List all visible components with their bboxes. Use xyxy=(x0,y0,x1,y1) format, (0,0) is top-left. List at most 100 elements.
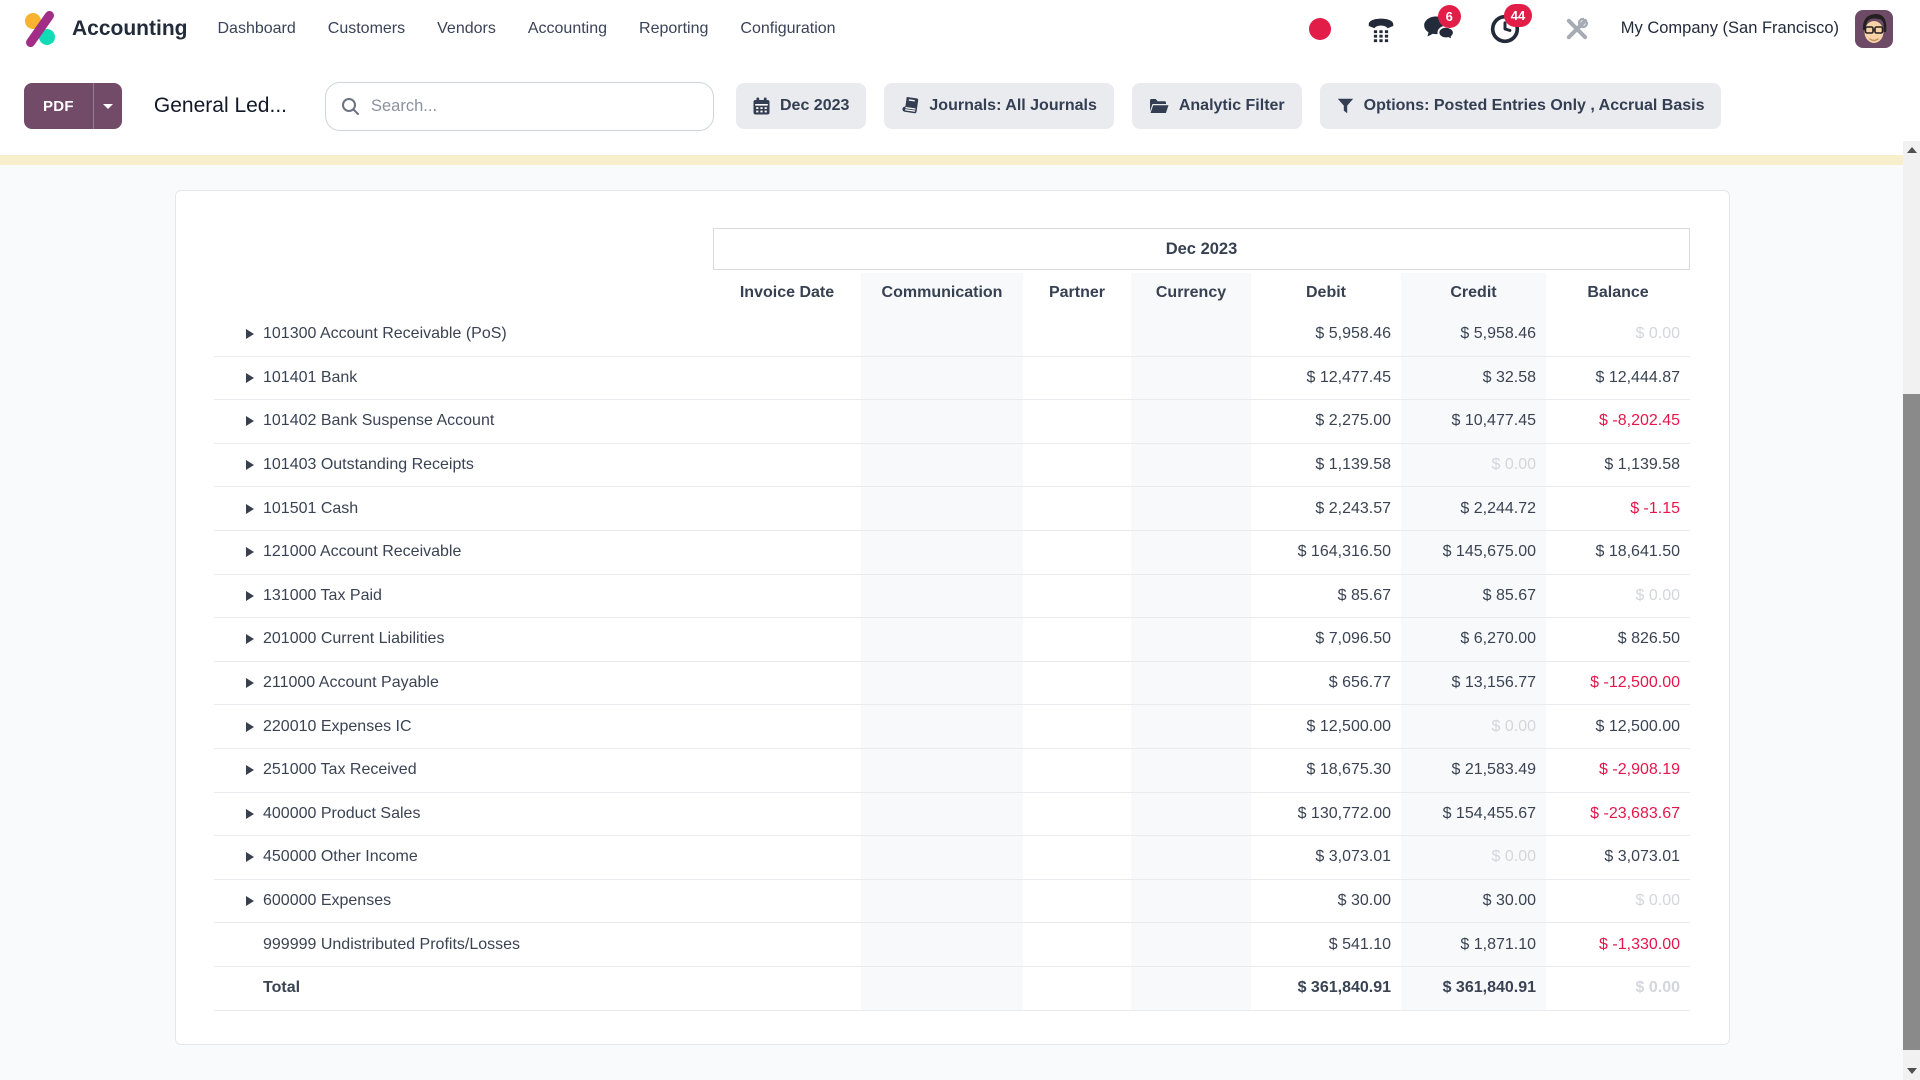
expand-caret-icon[interactable] xyxy=(246,809,254,819)
menu-item-vendors[interactable]: Vendors xyxy=(421,0,512,57)
analytic-filter-button[interactable]: Analytic Filter xyxy=(1132,83,1302,129)
table-row[interactable]: 600000 Expenses$ 30.00$ 30.00$ 0.00 xyxy=(214,880,1690,924)
account-name-cell[interactable]: 220010 Expenses IC xyxy=(214,705,713,748)
report-toolbar: PDF General Led... xyxy=(0,57,1920,155)
table-row[interactable]: 121000 Account Receivable $ 164,316.50 $ 1… xyxy=(214,531,1690,575)
expand-caret-icon[interactable] xyxy=(246,896,254,906)
vertical-scrollbar[interactable] xyxy=(1903,141,1920,1080)
scroll-up-arrow[interactable] xyxy=(1903,141,1920,158)
messages-button[interactable]: 6 xyxy=(1423,14,1455,44)
credit-cell: $ 0.00 xyxy=(1401,444,1546,487)
account-name-cell[interactable]: 101300 Account Receivable (PoS) xyxy=(214,313,713,356)
column-header-balance: Balance xyxy=(1546,273,1690,313)
filter-funnel-icon xyxy=(1337,98,1354,114)
credit-cell: $ 10,477.45 xyxy=(1401,400,1546,443)
export-pdf-split-button: PDF xyxy=(24,83,122,129)
expand-caret-icon[interactable] xyxy=(246,460,254,470)
debit-cell: $ 2,275.00 xyxy=(1251,400,1401,443)
table-row[interactable]: 101401 Bank$ 12,477.45$ 32.58$ 12,444.87 xyxy=(214,357,1690,401)
menu-item-customers[interactable]: Customers xyxy=(312,0,421,57)
account-name: 400000 Product Sales xyxy=(263,805,420,823)
expand-caret-icon[interactable] xyxy=(246,373,254,383)
communication-cell xyxy=(861,705,1023,748)
table-row[interactable]: 101402 Bank Suspense Account $ 2,275.00$ … xyxy=(214,400,1690,444)
user-avatar[interactable] xyxy=(1855,10,1893,48)
expand-caret-icon[interactable] xyxy=(246,722,254,732)
expand-caret-icon[interactable] xyxy=(246,329,254,339)
table-row[interactable]: 101300 Account Receivable (PoS)$ 5,958.4… xyxy=(214,313,1690,357)
account-name-cell[interactable]: 101401 Bank xyxy=(214,357,713,400)
main-menu: Dashboard Customers Vendors Accounting R… xyxy=(202,0,852,57)
options-filter-button[interactable]: Options: Posted Entries Only , Accrual B… xyxy=(1320,83,1722,129)
search-input[interactable] xyxy=(371,97,698,116)
invoice-date-cell xyxy=(713,705,861,748)
menu-item-configuration[interactable]: Configuration xyxy=(724,0,851,57)
partner-cell xyxy=(1023,880,1131,923)
account-name-cell[interactable]: 251000 Tax Received xyxy=(214,749,713,792)
expand-caret-icon[interactable] xyxy=(246,678,254,688)
expand-caret-icon[interactable] xyxy=(246,765,254,775)
table-row[interactable]: 400000 Product Sales$ 130,772.00$ 154,45… xyxy=(214,793,1690,837)
communication-cell xyxy=(861,487,1023,530)
expand-caret-icon[interactable] xyxy=(246,416,254,426)
expand-caret-icon[interactable] xyxy=(246,634,254,644)
company-switcher[interactable]: My Company (San Francisco) xyxy=(1621,19,1839,38)
general-ledger-card: Dec 2023 Invoice Date Communication Part… xyxy=(175,190,1730,1045)
debit-cell: $ 18,675.30 xyxy=(1251,749,1401,792)
partner-cell xyxy=(1023,967,1131,1010)
partner-cell xyxy=(1023,313,1131,356)
menu-item-reporting[interactable]: Reporting xyxy=(623,0,724,57)
date-filter-button[interactable]: Dec 2023 xyxy=(736,83,866,129)
debit-cell: $ 541.10 xyxy=(1251,923,1401,966)
table-row[interactable]: 201000 Current Liabilities$ 7,096.50$ 6,… xyxy=(214,618,1690,662)
app-switcher[interactable]: Accounting xyxy=(20,11,188,47)
scrollbar-thumb[interactable] xyxy=(1903,394,1920,1050)
menu-item-dashboard[interactable]: Dashboard xyxy=(202,0,312,57)
table-row[interactable]: 101403 Outstanding Receipts$ 1,139.58$ 0… xyxy=(214,444,1690,488)
pdf-dropdown-toggle[interactable] xyxy=(93,83,122,129)
account-name-cell[interactable]: 211000 Account Payable xyxy=(214,662,713,705)
export-pdf-button[interactable]: PDF xyxy=(24,83,93,129)
table-row[interactable]: 131000 Tax Paid$ 85.67$ 85.67$ 0.00 xyxy=(214,575,1690,619)
debit-cell: $ 2,243.57 xyxy=(1251,487,1401,530)
communication-cell xyxy=(861,880,1023,923)
account-name-cell[interactable]: 600000 Expenses xyxy=(214,880,713,923)
activities-button[interactable]: 44 xyxy=(1489,13,1521,45)
invoice-date-cell xyxy=(713,836,861,879)
table-row: 999999 Undistributed Profits/Losses$ 541… xyxy=(214,923,1690,967)
account-name: 101501 Cash xyxy=(263,500,358,518)
account-name-cell[interactable]: 101402 Bank Suspense Account xyxy=(214,400,713,443)
account-name: 101403 Outstanding Receipts xyxy=(263,456,474,474)
account-name-cell[interactable]: 121000 Account Receivable xyxy=(214,531,713,574)
column-header-communication: Communication xyxy=(861,273,1023,313)
debug-tools-button[interactable] xyxy=(1563,15,1591,43)
table-row[interactable]: 220010 Expenses IC$ 12,500.00$ 0.00$ 12,… xyxy=(214,705,1690,749)
currency-cell xyxy=(1131,880,1251,923)
table-row[interactable]: 251000 Tax Received$ 18,675.30$ 21,583.4… xyxy=(214,749,1690,793)
debit-cell: $ 164,316.50 xyxy=(1251,531,1401,574)
expand-caret-icon[interactable] xyxy=(246,591,254,601)
ledger-table-body: 101300 Account Receivable (PoS)$ 5,958.4… xyxy=(214,313,1690,1011)
balance-cell: $ 18,641.50 xyxy=(1546,531,1690,574)
expand-caret-icon[interactable] xyxy=(246,547,254,557)
communication-cell xyxy=(861,618,1023,661)
account-name: 131000 Tax Paid xyxy=(263,587,382,605)
voip-phone-button[interactable] xyxy=(1366,15,1396,43)
account-name-cell[interactable]: 201000 Current Liabilities xyxy=(214,618,713,661)
account-name-cell[interactable]: 450000 Other Income xyxy=(214,836,713,879)
expand-caret-icon[interactable] xyxy=(246,504,254,514)
account-name-cell[interactable]: 101501 Cash xyxy=(214,487,713,530)
journals-filter-button[interactable]: Journals: All Journals xyxy=(884,83,1113,129)
table-row[interactable]: 101501 Cash$ 2,243.57$ 2,244.72$ -1.15 xyxy=(214,487,1690,531)
record-indicator-icon[interactable] xyxy=(1309,18,1331,40)
scroll-down-arrow[interactable] xyxy=(1903,1062,1920,1079)
account-name-cell[interactable]: 101403 Outstanding Receipts xyxy=(214,444,713,487)
expand-caret-icon[interactable] xyxy=(246,852,254,862)
total-label: Total xyxy=(263,979,300,997)
table-row[interactable]: 211000 Account Payable$ 656.77$ 13,156.7… xyxy=(214,662,1690,706)
account-name-cell[interactable]: 131000 Tax Paid xyxy=(214,575,713,618)
menu-item-accounting[interactable]: Accounting xyxy=(512,0,623,57)
account-name: 121000 Account Receivable xyxy=(263,543,461,561)
table-row[interactable]: 450000 Other Income$ 3,073.01$ 0.00$ 3,0… xyxy=(214,836,1690,880)
account-name-cell[interactable]: 400000 Product Sales xyxy=(214,793,713,836)
